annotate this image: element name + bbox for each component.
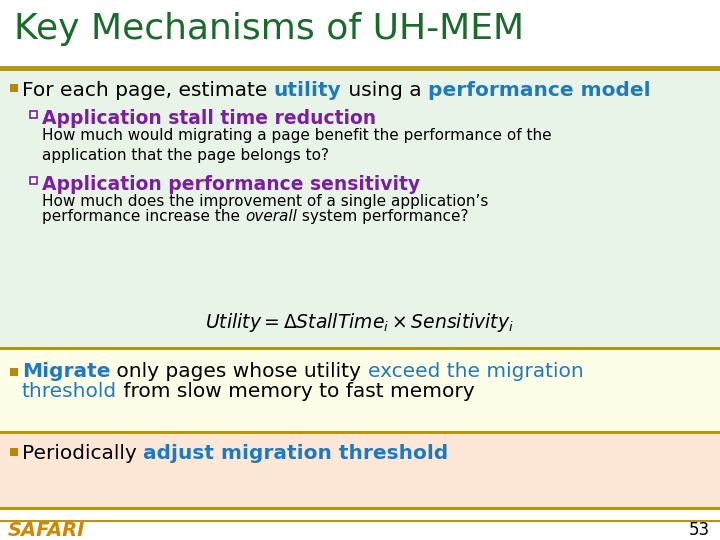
- Text: Migrate: Migrate: [22, 362, 110, 381]
- Bar: [0, 347, 720, 350]
- Bar: [10, 448, 18, 456]
- Bar: [30, 111, 37, 118]
- Text: How much would migrating a page benefit the performance of the
application that : How much would migrating a page benefit …: [42, 128, 552, 164]
- Text: overall: overall: [245, 209, 297, 224]
- Text: system performance?: system performance?: [297, 209, 468, 224]
- Bar: [0, 66, 720, 71]
- Text: For each page, estimate: For each page, estimate: [22, 81, 274, 100]
- Bar: [0, 508, 720, 540]
- Bar: [0, 348, 720, 432]
- Text: adjust migration threshold: adjust migration threshold: [143, 444, 449, 463]
- Bar: [0, 519, 720, 522]
- Text: threshold: threshold: [22, 382, 117, 401]
- Text: SAFARI: SAFARI: [8, 521, 86, 539]
- Text: performance increase the: performance increase the: [42, 209, 245, 224]
- Text: using a: using a: [341, 81, 428, 100]
- Bar: [0, 432, 720, 508]
- Text: Application performance sensitivity: Application performance sensitivity: [42, 175, 420, 194]
- Text: utility: utility: [274, 81, 341, 100]
- Text: from slow memory to fast memory: from slow memory to fast memory: [117, 382, 474, 401]
- Bar: [10, 84, 18, 92]
- Bar: [0, 431, 720, 434]
- Text: 53: 53: [689, 521, 710, 539]
- Bar: [30, 177, 37, 184]
- Text: performance model: performance model: [428, 81, 650, 100]
- Text: How much does the improvement of a single application’s: How much does the improvement of a singl…: [42, 194, 488, 209]
- Text: Application stall time reduction: Application stall time reduction: [42, 109, 376, 128]
- Bar: [0, 0, 720, 68]
- Text: $\mathit{Utility} = \Delta\mathit{StallTime}_i \times \mathit{Sensitivity}_i$: $\mathit{Utility} = \Delta\mathit{StallT…: [205, 312, 515, 334]
- Bar: [0, 507, 720, 510]
- Text: only pages whose utility: only pages whose utility: [110, 362, 368, 381]
- Bar: [0, 68, 720, 348]
- Text: Periodically: Periodically: [22, 444, 143, 463]
- Text: exceed the migration: exceed the migration: [368, 362, 583, 381]
- Text: Key Mechanisms of UH-MEM: Key Mechanisms of UH-MEM: [14, 12, 524, 46]
- Bar: [10, 368, 18, 376]
